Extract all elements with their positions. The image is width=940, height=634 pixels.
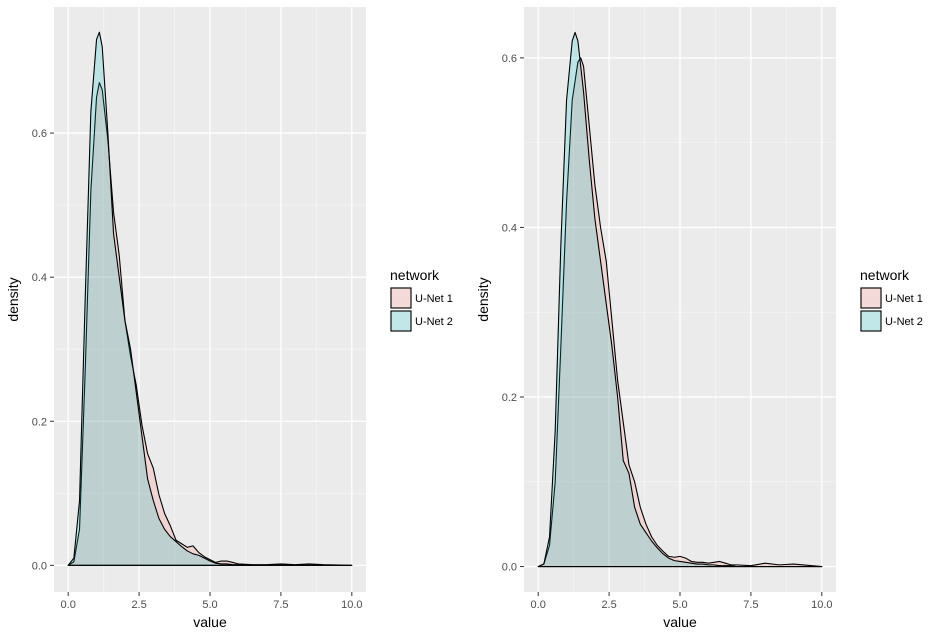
legend: network U-Net 1 U-Net 2: [860, 267, 923, 332]
y-axis-title: density: [475, 277, 491, 321]
legend-key-swatch: [860, 310, 882, 332]
legend-title: network: [860, 267, 910, 283]
density-area-unet-2: [67, 31, 353, 566]
legend-key-background: [390, 310, 412, 332]
y-tick-label: 0.4: [502, 222, 517, 234]
chart-2: 0.0 2.5 5.0 7.5 10.0 0.0 0.2 0.4 0.6 value density…: [475, 7, 923, 630]
y-tick-label: 0.2: [32, 416, 47, 428]
x-tick-label: 0.0: [61, 599, 76, 611]
x-tick-label: 2.5: [131, 599, 146, 611]
x-tick-label: 10.0: [811, 599, 832, 611]
y-tick-label: 0.6: [502, 53, 517, 65]
x-axis-title: value: [663, 614, 697, 630]
y-tick-label: 0.0: [32, 560, 47, 572]
legend-entry-label: U-Net 1: [885, 293, 923, 305]
y-tick-label: 0.4: [32, 272, 47, 284]
x-axis-title: value: [193, 614, 227, 630]
legend-key-background: [860, 310, 882, 332]
y-tick-label: 0.6: [32, 128, 47, 140]
legend-entry-label: U-Net 2: [885, 316, 923, 328]
y-axis-title: density: [5, 277, 21, 321]
x-tick-label: 0.0: [531, 599, 546, 611]
legend-key-background: [390, 287, 412, 309]
legend-title: network: [390, 267, 440, 283]
y-tick-label: 0.2: [502, 392, 517, 404]
x-tick-label: 5.0: [202, 599, 217, 611]
y-tick-label: 0.0: [502, 562, 517, 574]
x-tick-label: 5.0: [672, 599, 687, 611]
legend-key-background: [860, 287, 882, 309]
chart-1: 0.0 2.5 5.0 7.5 10.0 0.0 0.2 0.4 0.6 value density…: [5, 7, 453, 630]
legend-key-swatch: [390, 287, 412, 309]
legend-key-swatch: [390, 310, 412, 332]
legend-entry-label: U-Net 2: [415, 316, 453, 328]
x-tick-label: 10.0: [341, 599, 362, 611]
legend: network U-Net 1 U-Net 2: [390, 267, 453, 332]
legend-key-swatch: [860, 287, 882, 309]
legend-entry-label: U-Net 1: [415, 293, 453, 305]
x-tick-label: 7.5: [743, 599, 758, 611]
density-area-unet-2: [537, 31, 823, 568]
density-area-unet-1: [537, 57, 823, 568]
density-area-unet-1: [67, 82, 353, 566]
x-tick-label: 2.5: [601, 599, 616, 611]
x-tick-label: 7.5: [273, 599, 288, 611]
